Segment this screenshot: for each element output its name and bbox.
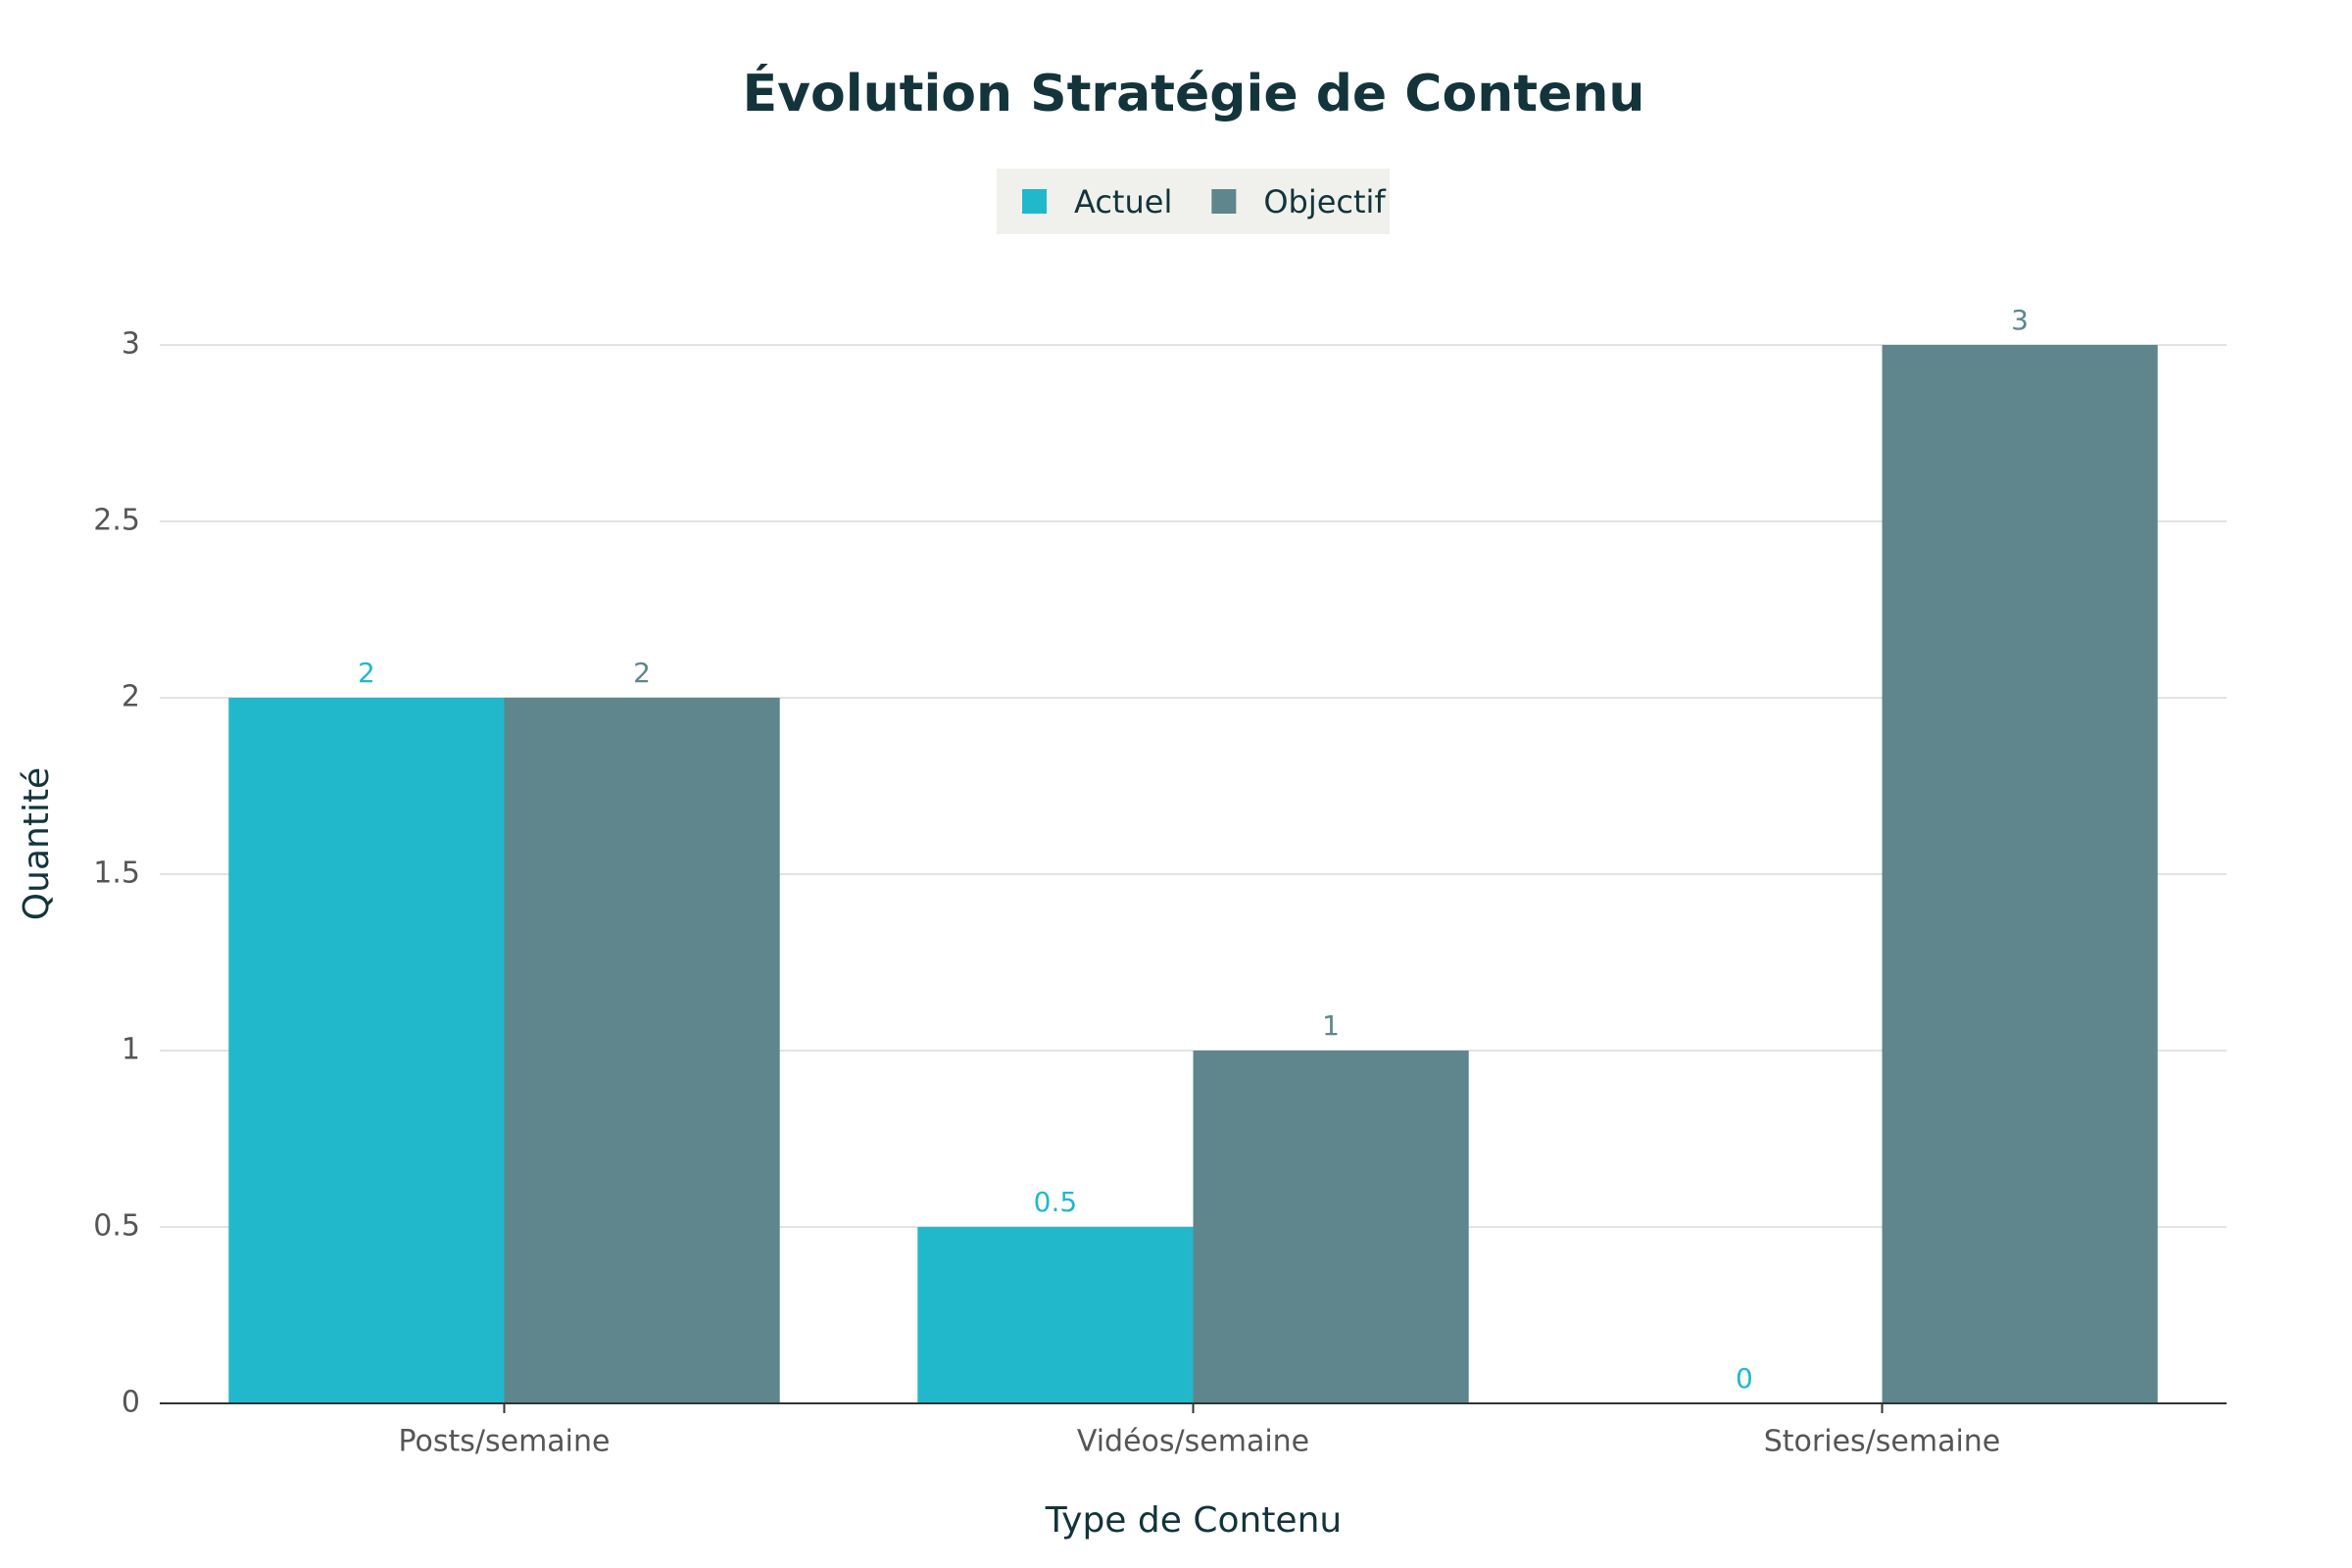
chart-title: Évolution Stratégie de Contenu bbox=[743, 64, 1645, 123]
x-axis-title: Type de Contenu bbox=[1045, 1500, 1342, 1541]
value-label: 0 bbox=[1736, 1362, 1753, 1395]
legend-label: Objectif bbox=[1263, 183, 1386, 220]
y-axis-title: Quantité bbox=[17, 767, 57, 920]
bar bbox=[1193, 1051, 1469, 1403]
x-tick-label: Vidéos/semaine bbox=[1077, 1425, 1309, 1459]
value-label: 2 bbox=[633, 657, 651, 689]
value-label: 2 bbox=[358, 657, 375, 689]
x-tick-label: Stories/semaine bbox=[1764, 1425, 2001, 1459]
legend-swatch bbox=[1211, 189, 1237, 214]
bar bbox=[1882, 345, 2158, 1403]
value-label: 3 bbox=[2011, 304, 2029, 336]
value-label: 1 bbox=[1322, 1009, 1340, 1042]
legend-label: Actuel bbox=[1074, 183, 1172, 220]
x-tick-label: Posts/semaine bbox=[398, 1425, 610, 1459]
y-tick-label: 0.5 bbox=[93, 1209, 140, 1244]
y-tick-label: 1.5 bbox=[93, 857, 140, 891]
y-tick-label: 2 bbox=[122, 680, 140, 714]
y-tick-label: 1 bbox=[122, 1033, 140, 1067]
y-tick-label: 3 bbox=[122, 327, 140, 362]
legend-swatch bbox=[1022, 189, 1047, 214]
y-tick-label: 0 bbox=[122, 1386, 140, 1420]
y-tick-label: 2.5 bbox=[93, 504, 140, 538]
bar bbox=[917, 1227, 1194, 1403]
legend-box bbox=[997, 169, 1390, 234]
bar bbox=[504, 698, 780, 1403]
bar bbox=[228, 698, 505, 1403]
value-label: 0.5 bbox=[1034, 1186, 1078, 1218]
